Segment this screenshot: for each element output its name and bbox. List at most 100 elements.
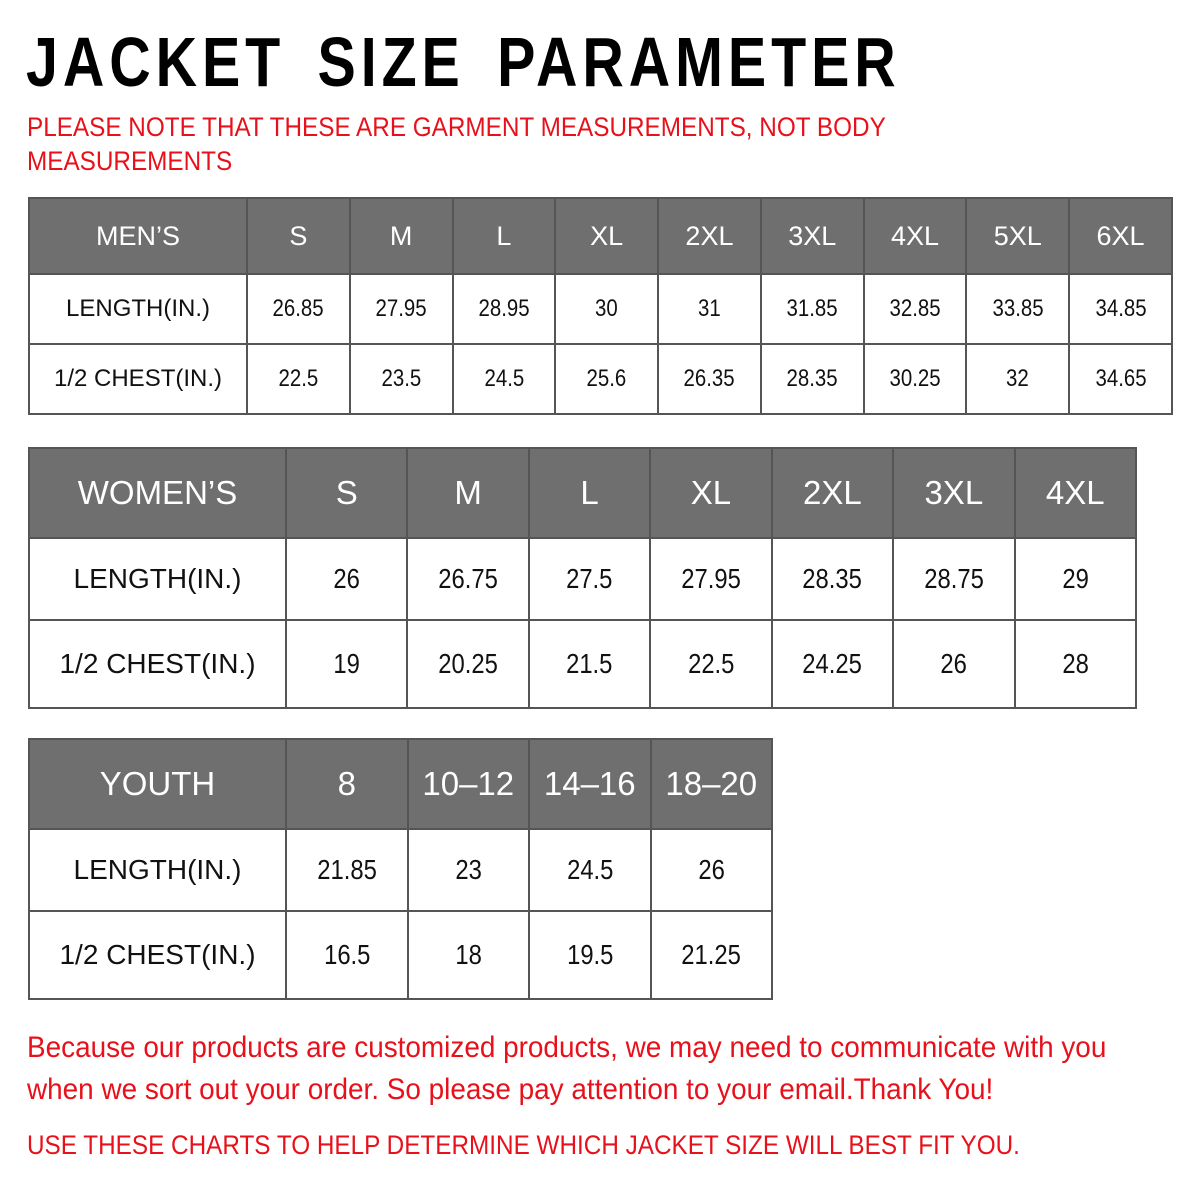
measurement-cell: 28.75 xyxy=(892,537,1016,621)
measurement-value: 28.35 xyxy=(786,365,838,392)
table-row: LENGTH(IN.) 26 26.75 27.5 27.95 28.35 28.75 29 xyxy=(28,537,1138,621)
measurement-value: 21.85 xyxy=(316,854,377,885)
size-header-cell: 8 xyxy=(285,738,409,830)
measurement-value: 27.95 xyxy=(375,295,427,322)
table-row: LENGTH(IN.) 26.85 27.95 28.95 30 31 31.85 32.85… xyxy=(28,273,1173,345)
measurement-value: 21.25 xyxy=(681,939,742,970)
row-label-cell: 1/2 CHEST(IN.) xyxy=(28,910,287,1000)
measurement-value: 31 xyxy=(698,295,721,322)
measurement-cell: 19 xyxy=(284,619,409,709)
page-title: JACKET SIZE PARAMETER xyxy=(26,23,901,101)
size-header-cell: L xyxy=(451,197,557,275)
table-header-row: MEN’S S M L XL 2XL 3XL 4XL 5XL 6XL xyxy=(28,197,1173,275)
measurement-cell: 26 xyxy=(892,619,1016,709)
size-header-cell: 6XL xyxy=(1068,197,1173,275)
measurement-cell: 26 xyxy=(284,537,409,621)
size-label: 8 xyxy=(337,765,356,802)
measurement-cell: 26.35 xyxy=(657,343,762,415)
size-label: L xyxy=(496,220,512,251)
measurement-value: 19.5 xyxy=(566,939,613,970)
size-header-cell: 2XL xyxy=(657,197,762,275)
size-header-cell: M xyxy=(348,197,454,275)
measurement-cell: 22.5 xyxy=(649,619,773,709)
table-row: LENGTH(IN.) 21.85 23 24.5 26 xyxy=(28,828,773,912)
measurement-value: 34.65 xyxy=(1095,365,1147,392)
row-label-cell: WOMEN’S xyxy=(28,447,287,539)
measurement-value: 33.85 xyxy=(992,295,1044,322)
measurement-cell: 27.5 xyxy=(527,537,652,621)
measurement-cell: 29 xyxy=(1013,537,1138,621)
table-header-row: YOUTH 8 10–12 14–16 18–20 xyxy=(28,738,773,830)
measurement-cell: 33.85 xyxy=(965,273,1071,345)
measurement-cell: 27.95 xyxy=(649,537,773,621)
size-header-cell: 5XL xyxy=(965,197,1071,275)
measurement-cell: 26.85 xyxy=(246,273,351,345)
measurement-value: 23.5 xyxy=(381,365,421,392)
table-row: 1/2 CHEST(IN.) 22.5 23.5 24.5 25.6 26.35 28.35… xyxy=(28,343,1173,415)
size-header-cell: 10–12 xyxy=(406,738,530,830)
measurement-cell: 34.65 xyxy=(1068,343,1173,415)
measurement-cell: 27.95 xyxy=(348,273,454,345)
row-label-cell: LENGTH(IN.) xyxy=(28,828,287,912)
measurement-cell: 26 xyxy=(649,828,773,912)
measurement-value: 21.5 xyxy=(566,648,613,679)
measurement-value: 31.85 xyxy=(786,295,838,322)
size-header-cell: 18–20 xyxy=(649,738,773,830)
row-label: LENGTH(IN.) xyxy=(73,563,242,594)
row-label: WOMEN’S xyxy=(77,474,238,511)
measurement-cell: 18 xyxy=(406,910,530,1000)
size-label: L xyxy=(580,474,599,511)
row-label-cell: YOUTH xyxy=(28,738,287,830)
row-label: LENGTH(IN.) xyxy=(73,854,242,885)
measurement-value: 26.85 xyxy=(272,295,324,322)
size-header-cell: S xyxy=(284,447,409,539)
size-label: M xyxy=(454,474,482,511)
measurement-cell: 21.5 xyxy=(527,619,652,709)
measurement-value: 26 xyxy=(940,648,968,679)
size-label: 10–12 xyxy=(422,765,515,802)
size-label: 18–20 xyxy=(665,765,758,802)
measurement-cell: 31 xyxy=(657,273,762,345)
measurement-cell: 32.85 xyxy=(862,273,968,345)
measurement-cell: 22.5 xyxy=(246,343,351,415)
size-label: 3XL xyxy=(788,220,837,251)
table-row: 1/2 CHEST(IN.) 19 20.25 21.5 22.5 24.25 26 28 xyxy=(28,619,1138,709)
measurement-value: 24.5 xyxy=(484,365,524,392)
size-label: S xyxy=(335,474,358,511)
measurement-cell: 30 xyxy=(554,273,660,345)
row-label-cell: 1/2 CHEST(IN.) xyxy=(28,343,248,415)
size-header-cell: 4XL xyxy=(862,197,968,275)
measurement-value: 28 xyxy=(1062,648,1089,679)
row-label-cell: MEN’S xyxy=(28,197,248,275)
row-label: 1/2 CHEST(IN.) xyxy=(59,648,256,679)
measurement-value: 32 xyxy=(1006,365,1030,392)
measurement-value: 32.85 xyxy=(889,295,941,322)
measurement-cell: 16.5 xyxy=(285,910,409,1000)
youth-size-table: YOUTH 8 10–12 14–16 18–20 LENGTH(IN.) 21.85 23 2… xyxy=(28,738,773,1000)
table-header-row: WOMEN’S S M L XL 2XL 3XL 4XL xyxy=(28,447,1138,539)
size-label: 14–16 xyxy=(543,765,636,802)
womens-size-table: WOMEN’S S M L XL 2XL 3XL 4XL LENGTH(IN.) 26 26.75 2… xyxy=(28,447,1138,709)
measurement-value: 24.25 xyxy=(802,648,863,679)
size-header-cell: 14–16 xyxy=(528,738,652,830)
measurement-value: 22.5 xyxy=(278,365,319,392)
size-header-cell: 2XL xyxy=(770,447,895,539)
measurement-value: 28.95 xyxy=(478,295,530,322)
measurement-value: 27.5 xyxy=(566,563,613,594)
measurement-value: 26 xyxy=(333,563,360,594)
row-label-cell: LENGTH(IN.) xyxy=(28,537,287,621)
measurement-value: 30.25 xyxy=(889,365,941,392)
measurement-value: 23 xyxy=(455,854,482,885)
measurement-value: 16.5 xyxy=(323,939,370,970)
measurement-cell: 24.25 xyxy=(770,619,895,709)
row-label: 1/2 CHEST(IN.) xyxy=(53,365,223,392)
row-label-cell: 1/2 CHEST(IN.) xyxy=(28,619,287,709)
measurement-cell: 28.35 xyxy=(770,537,895,621)
measurement-value: 24.5 xyxy=(566,854,613,885)
size-header-cell: M xyxy=(406,447,530,539)
size-header-cell: XL xyxy=(649,447,773,539)
mens-size-table: MEN’S S M L XL 2XL 3XL 4XL 5XL 6XL LENGTH(IN.) 26.8… xyxy=(28,197,1173,415)
measurement-cell: 30.25 xyxy=(862,343,968,415)
size-header-cell: 4XL xyxy=(1013,447,1138,539)
size-label: 2XL xyxy=(803,474,862,511)
